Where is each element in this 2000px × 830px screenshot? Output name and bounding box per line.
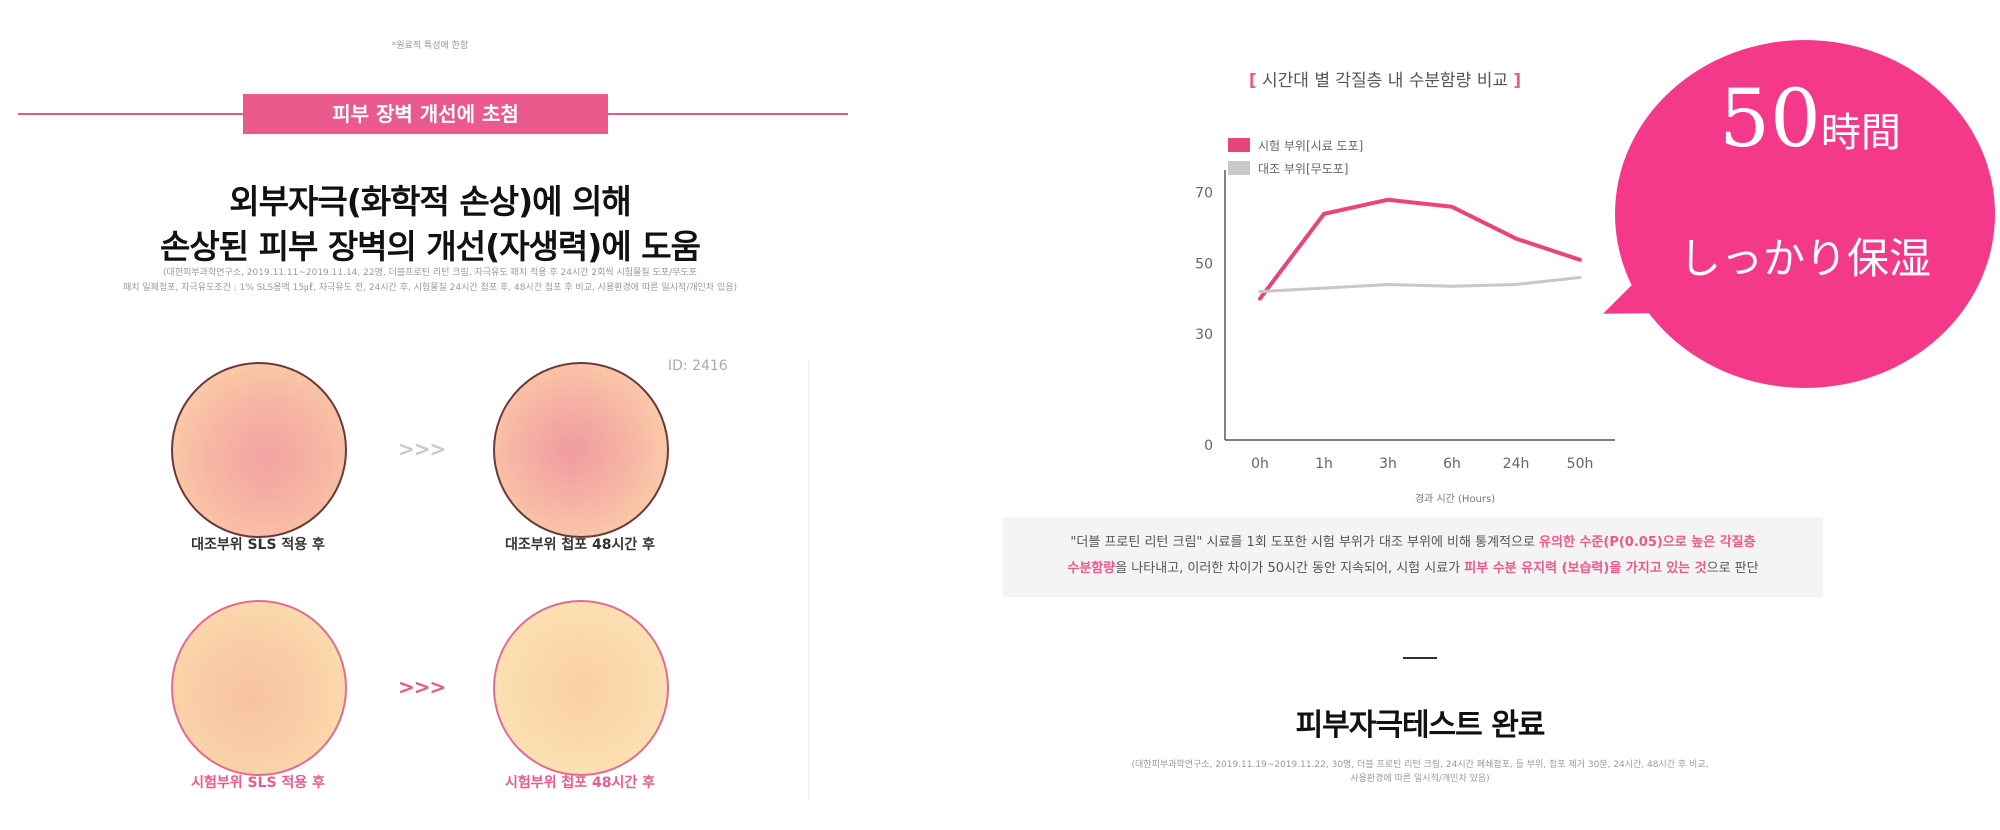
x-tick-label: 24h xyxy=(1503,456,1530,472)
chart-title-bracket-close: ] xyxy=(1513,71,1522,91)
skin-image-control-48h xyxy=(493,362,669,538)
data-point xyxy=(1578,258,1582,262)
x-tick-label: 1h xyxy=(1315,456,1333,472)
legend-label: 시험 부위[시료 도포] xyxy=(1258,139,1363,153)
x-tick-label: 0h xyxy=(1251,456,1269,472)
y-tick-label: 50 xyxy=(1195,256,1213,272)
data-point xyxy=(1450,284,1454,288)
skin-image-test-48h xyxy=(493,600,669,776)
y-tick-label: 30 xyxy=(1195,327,1213,343)
speech-bubble xyxy=(1615,40,1995,388)
description-text-plain: 으로 판단 xyxy=(1706,561,1759,576)
data-point xyxy=(1514,283,1518,287)
arrow-test: >>> xyxy=(398,675,446,699)
chart-title: [ 시간대 별 각질층 내 수분함량 비교 ] xyxy=(1215,66,1555,91)
caption-test-sls: 시험부위 SLS 적용 후 xyxy=(191,775,325,791)
legend-swatch xyxy=(1228,161,1250,175)
data-point xyxy=(1386,198,1390,202)
irritation-source-line-1: (대한피부과학연구소, 2019.11.19~2019.11.22, 30명, … xyxy=(1131,760,1709,770)
irritation-source-line-2: 사용환경에 따른 일시적/개인차 있음) xyxy=(1350,774,1490,784)
series-line-control xyxy=(1258,275,1582,294)
banner-label: 피부 장벽 개선에 초첨 xyxy=(243,94,608,134)
top-note: *원료적 특성에 한함 xyxy=(391,41,469,51)
irritation-test-title: 피부자극테스트 완료 xyxy=(1295,708,1546,743)
description-box xyxy=(1003,517,1823,597)
caption-control-sls: 대조부위 SLS 적용 후 xyxy=(191,537,325,553)
x-axis-label: 경과 시간 (Hours) xyxy=(1415,492,1495,505)
image-frame-edge xyxy=(808,360,809,800)
section-divider xyxy=(1403,657,1437,659)
arrow-control: >>> xyxy=(398,437,446,461)
data-point xyxy=(1322,286,1326,290)
data-point xyxy=(1514,237,1518,241)
moisture-line-chart: 0 30 50 70 0h 1h 3h 6h 24h 50h 경과 시간 (Hours) 시험 부위[… xyxy=(1195,138,1615,505)
data-point xyxy=(1258,297,1262,301)
caption-test-48h: 시험부위 첩포 48시간 후 xyxy=(504,775,656,791)
bubble-hours-unit: 時間 xyxy=(1820,110,1901,156)
description-text-plain: 을 나타내고, 이러한 차이가 50시간 동안 지속되어, 시험 시료가 xyxy=(1115,561,1465,576)
description-highlight: 유의한 수준(P(0.05)으로 높은 각질층 xyxy=(1539,535,1756,550)
bubble-line-1: 50時間 xyxy=(1660,72,1960,165)
skin-image-test-sls xyxy=(171,600,347,776)
description-highlight: 수분함량 xyxy=(1067,561,1116,576)
x-tick-label: 50h xyxy=(1567,456,1594,472)
description-line-2: 수분함량을 나타내고, 이러한 차이가 50시간 동안 지속되어, 시험 시료가… xyxy=(1013,556,1813,582)
data-point xyxy=(1450,205,1454,209)
series-line-test xyxy=(1258,197,1582,301)
data-point xyxy=(1258,290,1262,294)
id-label: ID: 2416 xyxy=(668,358,728,374)
headline-line-1: 외부자극(화학적 손상)에 의해 xyxy=(229,182,631,221)
source-note-line-1: (대한피부과학연구소, 2019.11.11~2019.11.14, 22명, … xyxy=(163,268,697,278)
legend-label: 대조 부위[무도포] xyxy=(1258,162,1348,176)
irritation-test-source: (대한피부과학연구소, 2019.11.19~2019.11.22, 30명, … xyxy=(1060,758,1780,786)
y-tick-label: 70 xyxy=(1195,186,1213,202)
description-text: "더블 프로틴 리턴 크림" 시료를 1회 도포한 시험 부위가 대조 부위에 … xyxy=(1013,530,1813,582)
left-panel: *원료적 특성에 한함 피부 장벽 개선에 초첨 외부자극(화학적 손상)에 의… xyxy=(0,0,860,830)
data-point xyxy=(1386,283,1390,287)
data-point xyxy=(1322,212,1326,216)
source-note-line-2: 패치 일페첩포, 자극유도조건 : 1% SLS용액 15㎕, 자극유도 전, … xyxy=(122,283,738,293)
source-note: (대한피부과학연구소, 2019.11.11~2019.11.14, 22명, … xyxy=(90,266,770,296)
description-line-1: "더블 프로틴 리턴 크림" 시료를 1회 도포한 시험 부위가 대조 부위에 … xyxy=(1013,530,1813,556)
legend-swatch xyxy=(1228,138,1250,152)
skin-image-control-sls xyxy=(171,362,347,538)
x-tick-label: 6h xyxy=(1443,456,1461,472)
x-tick-label: 3h xyxy=(1379,456,1397,472)
caption-control-48h: 대조부위 첩포 48시간 후 xyxy=(504,537,656,553)
data-point xyxy=(1578,275,1582,279)
chart-title-bracket-open: [ xyxy=(1248,71,1257,91)
y-tick-label: 0 xyxy=(1204,438,1213,454)
headline-line-2: 손상된 피부 장벽의 개선(자생력)에 도움 xyxy=(160,227,701,266)
bubble-line-2: しっかり保湿 xyxy=(1678,234,1931,283)
bubble-hours-number: 50 xyxy=(1719,72,1821,165)
description-highlight: 피부 수분 유지력 (보습력)을 가지고 있는 것 xyxy=(1464,561,1707,576)
description-text-plain: "더블 프로틴 리턴 크림" 시료를 1회 도포한 시험 부위가 대조 부위에 … xyxy=(1070,535,1540,550)
chart-title-text: 시간대 별 각질층 내 수분함량 비교 xyxy=(1256,71,1514,91)
